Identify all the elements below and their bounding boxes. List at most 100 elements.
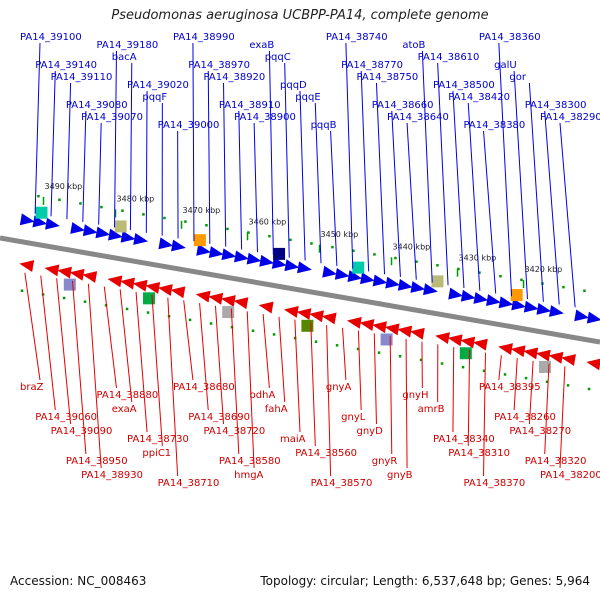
reverse-gene-arrow <box>561 354 576 366</box>
label-leader <box>129 62 133 231</box>
rail-dot <box>251 329 255 333</box>
rail-dot <box>146 311 150 314</box>
forward-gene-arrow <box>120 230 136 243</box>
label-leader <box>50 70 56 217</box>
label-leader <box>294 319 301 433</box>
gene-label: PA14_38560 <box>295 448 357 459</box>
label-leader <box>452 347 455 433</box>
gene-label: galU <box>494 60 517 71</box>
reverse-gene-arrow <box>472 338 488 351</box>
rail-dot <box>314 340 318 343</box>
domain-box <box>352 261 365 274</box>
rail-dot <box>398 355 402 358</box>
domain-box <box>193 234 206 247</box>
rail-dot <box>58 198 61 202</box>
tick-label: 3450 kbp <box>321 230 359 239</box>
reverse-gene-arrow <box>321 312 337 325</box>
forward-gene-arrow <box>460 289 476 302</box>
label-leader <box>559 122 576 308</box>
reverse-gene-arrow <box>397 325 413 338</box>
reverse-gene-arrow <box>535 349 551 362</box>
rail-dot <box>373 253 376 256</box>
label-leader <box>253 122 258 253</box>
gene-label: PA14_39090 <box>51 426 113 437</box>
label-leader <box>24 272 41 381</box>
reverse-gene-arrow <box>435 332 450 345</box>
label-leader <box>192 42 195 242</box>
gene-label: PA14_38320 <box>525 456 587 467</box>
gene-label: PA14_38640 <box>387 112 449 123</box>
gene-label: gnyL <box>341 412 366 423</box>
rail-dot <box>62 296 66 300</box>
gene-label: exaA <box>112 404 137 415</box>
label-leader <box>405 338 408 469</box>
domain-box <box>380 333 393 346</box>
gene-label: PA14_38300 <box>525 100 587 111</box>
gene-label: PA14_38730 <box>127 434 189 445</box>
rail-dot <box>121 209 124 212</box>
reverse-gene-arrow <box>157 284 173 297</box>
rail-dot <box>331 245 334 249</box>
label-leader <box>135 291 148 433</box>
forward-gene-arrow <box>423 283 438 296</box>
forward-gene-arrow <box>221 248 237 261</box>
label-leader <box>310 322 316 447</box>
label-leader <box>284 62 290 258</box>
forward-gene-arrow <box>259 254 275 267</box>
reverse-gene-arrow <box>19 260 35 272</box>
gene-label: PA14_39140 <box>35 60 97 71</box>
gene-label: PA14_38900 <box>234 112 296 123</box>
tick-label: 3490 kbp <box>45 182 83 191</box>
label-leader <box>513 70 528 300</box>
label-leader <box>330 130 338 266</box>
domain-box <box>35 206 48 219</box>
reverse-gene-arrow <box>120 277 135 290</box>
genome-backbone <box>0 235 600 345</box>
domain-box <box>301 319 314 332</box>
reverse-gene-arrow <box>195 290 211 303</box>
label-leader <box>145 90 148 233</box>
label-leader <box>406 122 417 280</box>
label-leader <box>498 42 513 297</box>
label-leader <box>66 82 72 220</box>
label-leader <box>373 333 377 425</box>
forward-gene-arrow <box>171 239 186 252</box>
domain-box <box>222 306 235 319</box>
tick-label: 3480 kbp <box>117 194 155 203</box>
rail-dot <box>503 373 507 376</box>
rail-dot <box>226 227 229 231</box>
domain-box <box>63 278 76 291</box>
forward-gene-arrow <box>523 300 539 313</box>
gene-label: PA14_39060 <box>35 412 97 423</box>
reverse-gene-arrow <box>69 268 85 281</box>
reverse-gene-arrow <box>548 351 564 364</box>
reverse-gene-arrow <box>220 295 236 307</box>
reverse-gene-arrow <box>44 264 60 277</box>
rail-dot <box>209 322 213 325</box>
domain-box <box>538 360 551 373</box>
gene-label: PA14_38660 <box>372 100 434 111</box>
rail-dot <box>478 271 481 274</box>
gene-label: PA14_38990 <box>173 32 235 43</box>
forward-gene-arrow <box>347 270 363 282</box>
gene-label: PA14_39180 <box>96 40 158 51</box>
tick-label: 3470 kbp <box>183 206 221 215</box>
forward-gene-arrow <box>19 213 35 226</box>
label-leader <box>82 110 87 222</box>
forward-gene-arrow <box>95 226 111 239</box>
rail-dot <box>545 380 549 383</box>
forward-gene-arrow <box>70 222 86 234</box>
gene-label: PA14_38570 <box>311 478 373 489</box>
rail-dot <box>205 224 208 227</box>
rail-dot <box>310 242 313 245</box>
label-leader <box>342 327 347 381</box>
domain-box <box>459 347 472 360</box>
forward-gene-arrow <box>284 259 300 272</box>
reverse-gene-arrow <box>145 282 161 294</box>
gene-label: atoB <box>402 40 425 51</box>
gene-label: gnyB <box>387 470 413 481</box>
reverse-gene-arrow <box>82 271 98 283</box>
band: 3490 kbp 3480 kbp 3470 kbp 3460 kbp 3450 kbp… <box>0 32 600 489</box>
label-leader <box>345 42 354 269</box>
rail-dot <box>268 234 271 238</box>
